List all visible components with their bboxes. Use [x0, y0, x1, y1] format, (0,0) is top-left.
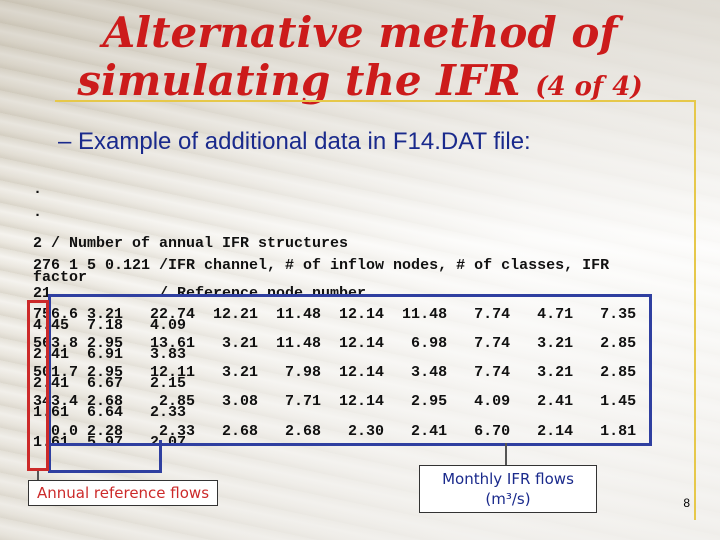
slide-title-line1: Alternative method of — [102, 8, 618, 57]
slide-title-suffix: (4 of 4) — [535, 72, 643, 102]
code-line: 343.4 2.68 2.85 3.08 7.71 12.14 2.95 4.0… — [33, 393, 637, 410]
code-line: 0.0 2.28 2.33 2.68 2.68 2.30 2.41 6.70 2… — [33, 423, 637, 440]
code-line: . — [33, 204, 43, 221]
code-line: factor — [33, 269, 88, 286]
annual-flows-label: Annual reference flows — [28, 480, 219, 506]
monthly-flows-label: Monthly IFR flows (m³/s) — [419, 465, 597, 513]
code-line: 1.61 5.97 2.07 — [33, 434, 187, 451]
subtitle: – Example of additional data in F14.DAT … — [58, 128, 531, 155]
monthly-flows-box — [48, 294, 652, 446]
annual-flows-box — [27, 300, 49, 471]
code-line: 2.41 6.67 2.15 — [33, 375, 187, 392]
page-number: 8 — [683, 496, 690, 510]
code-line: . — [33, 181, 43, 198]
annual-arrow — [37, 471, 39, 481]
code-line: 2.41 6.91 3.83 — [33, 346, 187, 363]
code-line: 2 / Number of annual IFR structures — [33, 235, 349, 252]
monthly-flows-box-tail — [48, 440, 162, 473]
code-line: 276 1 5 0.121 /IFR channel, # of inflow … — [33, 257, 610, 274]
vertical-rule — [694, 100, 696, 520]
monthly-flows-label-line2: (m³/s) — [485, 490, 531, 508]
code-line: 21 / Reference node number — [33, 285, 367, 302]
code-line: 501.7 2.95 12.11 3.21 7.98 12.14 3.48 7.… — [33, 364, 637, 381]
monthly-arrow — [505, 443, 507, 465]
slide-title-main: simulating the IFR — [77, 56, 521, 105]
code-line: 756.6 3.21 22.74 12.21 11.48 12.14 11.48… — [33, 306, 637, 323]
horizontal-rule — [55, 100, 695, 102]
code-line: 1.61 6.64 2.33 — [33, 404, 187, 421]
code-line: 4.45 7.18 4.09 — [33, 317, 187, 334]
code-line: 563.8 2.95 13.61 3.21 11.48 12.14 6.98 7… — [33, 335, 637, 352]
monthly-flows-label-line1: Monthly IFR flows — [442, 470, 574, 488]
slide-title-line2: simulating the IFR (4 of 4) — [0, 58, 720, 110]
